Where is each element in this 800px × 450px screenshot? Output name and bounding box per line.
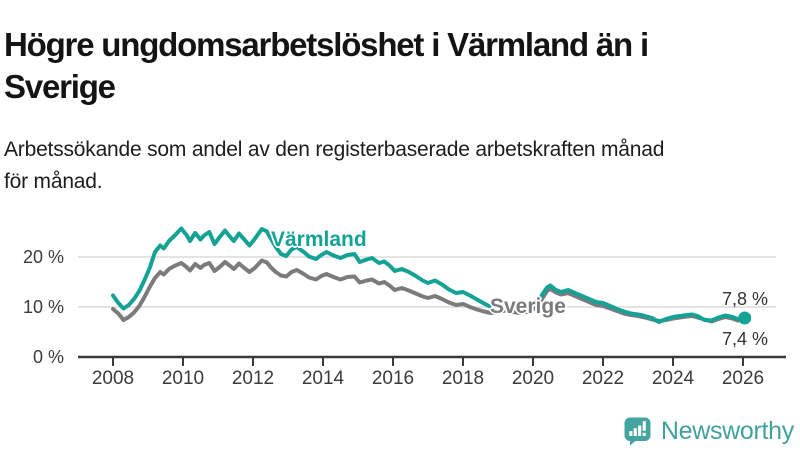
subtitle-line-1: Arbetssökande som andel av den registerb… (4, 138, 665, 161)
brand-footer: Newsworthy (623, 416, 794, 446)
logo-bar-2 (633, 428, 637, 436)
logo-bar-1 (629, 431, 633, 436)
x-axis-label-2012: 2012 (231, 368, 275, 389)
chart-subtitle: Arbetssökande som andel av den registerb… (4, 134, 794, 198)
x-axis-label-2010: 2010 (161, 368, 205, 389)
end-value-label-sverige: 7,4 % (721, 329, 768, 349)
x-axis-label-2022: 2022 (581, 368, 625, 389)
y-axis-label-20: 20 % (22, 247, 64, 267)
logo-exclamation-bar (642, 421, 646, 431)
subtitle-line-2: för månad. (4, 170, 103, 193)
x-axis-label-2026: 2026 (721, 368, 765, 389)
x-axis-label-2018: 2018 (441, 368, 485, 389)
brand-name: Newsworthy (660, 416, 794, 445)
title-line-1: Högre ungdomsarbetslöshet i Värmland än … (4, 26, 649, 64)
logo-bar-3 (637, 425, 642, 436)
x-axis-label-2016: 2016 (371, 368, 415, 389)
logo-exclamation-dot (642, 432, 646, 436)
x-axis-label-2024: 2024 (651, 368, 695, 389)
x-axis-label-2014: 2014 (301, 368, 345, 389)
title-line-2: Sverige (4, 68, 116, 106)
page-title: Högre ungdomsarbetslöshet i Värmland än … (4, 24, 794, 108)
series-label-varmland: Värmland (271, 228, 367, 251)
end-value-label-varmland: 7,8 % (721, 289, 768, 309)
varmland-line (111, 226, 747, 324)
x-axis-label-2020: 2020 (511, 368, 555, 389)
y-axis-label-0: 0 % (32, 347, 64, 367)
series-label-sverige: Sverige (490, 295, 566, 318)
x-axis-label-2008: 2008 (91, 368, 135, 389)
newsworthy-logo-icon (624, 417, 651, 446)
y-axis-label-10: 10 % (22, 297, 64, 317)
end-point-dot (738, 311, 752, 325)
sverige-line (111, 258, 747, 324)
